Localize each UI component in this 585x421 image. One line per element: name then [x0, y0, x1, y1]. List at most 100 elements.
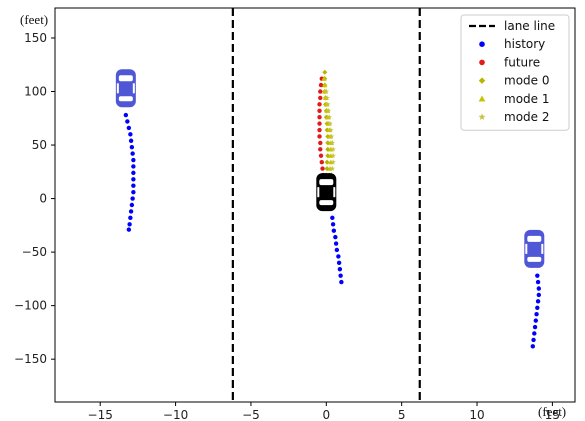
point-future — [318, 140, 323, 146]
lane-lines — [231, 8, 421, 402]
y-tick-label: 100 — [24, 85, 47, 99]
legend: lane line history future mode 0 mode 1 mode 2 — [460, 14, 570, 131]
point-history — [534, 312, 539, 317]
y-tick-label: 50 — [32, 138, 47, 152]
y-unit-label: (feet) — [20, 12, 48, 27]
point-history — [535, 299, 541, 304]
point-history — [532, 331, 537, 336]
point-history — [336, 254, 341, 259]
x-tick-label: 0 — [322, 408, 330, 421]
point-history — [131, 164, 136, 169]
legend-label: history — [504, 37, 545, 51]
y-tick-label: −100 — [14, 299, 47, 313]
legend-label: mode 0 — [504, 74, 549, 88]
point-history — [333, 234, 338, 240]
point-history — [131, 170, 136, 176]
point-history — [330, 215, 335, 221]
legend-box — [460, 14, 570, 131]
point-mode-2 — [330, 152, 336, 159]
x-axis-ticks: −15 −10 −5 0 5 10 15 — [88, 402, 560, 421]
point-history — [338, 273, 343, 278]
point-mode-2 — [325, 101, 331, 107]
x-tick-label: 5 — [398, 408, 406, 421]
point-mode-0 — [322, 69, 328, 75]
y-tick-label: 0 — [39, 192, 47, 206]
point-future — [317, 108, 322, 113]
point-mode-0 — [324, 166, 330, 172]
point-history — [128, 215, 133, 221]
point-history — [533, 318, 539, 323]
x-unit-label: (feet) — [538, 404, 566, 419]
point-mode-2 — [329, 165, 336, 171]
point-history — [131, 189, 136, 195]
point-history — [339, 279, 344, 285]
car-icon — [524, 229, 545, 268]
point-mode-2 — [330, 146, 336, 152]
point-future — [317, 102, 322, 107]
point-future — [318, 95, 323, 101]
series-future — [317, 76, 326, 178]
point-future — [320, 166, 325, 171]
legend-label: lane line — [504, 19, 555, 33]
point-history — [128, 138, 134, 143]
x-tick-label: −15 — [88, 408, 113, 421]
legend-label: mode 1 — [504, 92, 549, 106]
x-tick-label: −5 — [242, 408, 260, 421]
point-mode-2 — [327, 120, 333, 126]
point-history — [129, 202, 135, 208]
x-tick-label: 15 — [545, 408, 560, 421]
point-history — [536, 286, 542, 291]
point-history — [130, 151, 135, 156]
point-mode-2 — [330, 159, 336, 165]
legend-swatch — [479, 41, 485, 47]
car-icon — [316, 173, 337, 212]
point-future — [317, 115, 322, 120]
point-future — [318, 153, 324, 158]
y-axis-ticks: −150 −100 −50 0 50 100 150 — [14, 31, 55, 366]
point-mode-2 — [329, 140, 336, 146]
point-history — [530, 344, 535, 349]
point-history — [128, 132, 133, 137]
point-mode-0 — [325, 146, 331, 152]
point-history — [131, 157, 136, 163]
point-history — [532, 324, 538, 330]
y-tick-label: 150 — [24, 31, 47, 45]
point-future — [318, 89, 323, 94]
point-future — [317, 127, 322, 133]
legend-swatch — [479, 59, 485, 66]
point-history — [535, 279, 541, 285]
point-history — [126, 227, 132, 232]
legend-label: future — [504, 55, 540, 69]
point-history — [331, 228, 337, 233]
point-history — [131, 183, 136, 188]
point-future — [319, 159, 324, 165]
point-mode-2 — [323, 88, 330, 94]
point-history — [130, 196, 135, 201]
point-mode-0 — [325, 153, 331, 159]
point-history — [531, 337, 536, 343]
point-mode-1 — [322, 82, 328, 88]
point-mode-2 — [328, 127, 334, 133]
point-history — [334, 247, 340, 253]
x-tick-label: −10 — [163, 408, 188, 421]
point-future — [317, 121, 322, 126]
point-history — [336, 260, 342, 266]
point-future — [318, 147, 323, 152]
data-points — [123, 69, 542, 349]
point-history — [127, 222, 132, 227]
point-mode-2 — [324, 95, 330, 101]
point-mode-0 — [324, 121, 330, 127]
point-future — [317, 134, 322, 139]
point-history — [535, 273, 540, 278]
point-history — [125, 119, 130, 124]
point-history — [126, 125, 132, 131]
point-mode-0 — [324, 127, 330, 133]
point-mode-2 — [328, 133, 335, 139]
legend-swatch — [478, 95, 486, 102]
y-tick-label: −50 — [22, 245, 47, 259]
point-mode-2 — [326, 114, 333, 120]
point-history — [333, 241, 339, 246]
car-icon — [115, 69, 136, 108]
point-future — [318, 82, 324, 88]
